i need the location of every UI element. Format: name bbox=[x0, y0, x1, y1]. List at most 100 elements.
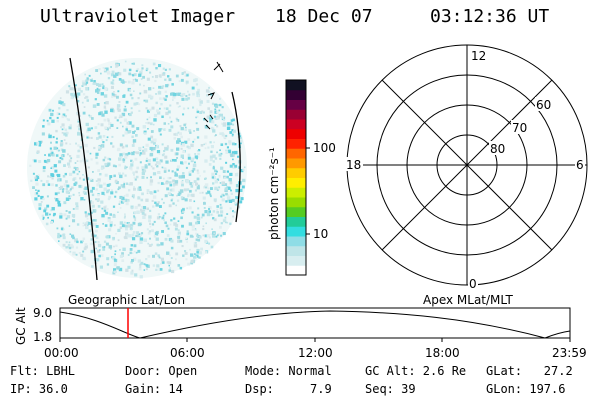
aurora-pixel bbox=[169, 267, 172, 270]
aurora-pixel bbox=[170, 219, 173, 222]
aurora-pixel bbox=[154, 232, 159, 236]
aurora-pixel bbox=[97, 243, 102, 248]
aurora-pixel bbox=[196, 150, 199, 152]
aurora-pixel bbox=[119, 207, 122, 209]
filter-value: Flt: LBHL bbox=[10, 364, 76, 378]
aurora-pixel bbox=[40, 201, 43, 203]
aurora-pixel bbox=[173, 183, 176, 186]
aurora-pixel bbox=[68, 159, 72, 163]
aurora-pixel bbox=[77, 92, 81, 96]
aurora-pixel bbox=[174, 173, 178, 177]
aurora-pixel bbox=[186, 188, 190, 191]
aurora-pixel bbox=[159, 176, 162, 179]
aurora-pixel bbox=[76, 167, 79, 171]
aurora-pixel bbox=[78, 194, 81, 197]
aurora-pixel bbox=[139, 275, 143, 279]
aurora-pixel bbox=[100, 200, 104, 204]
aurora-pixel bbox=[158, 244, 161, 247]
aurora-pixel bbox=[226, 213, 229, 215]
colorbar-band bbox=[286, 80, 306, 91]
aurora-pixel bbox=[230, 119, 234, 122]
aurora-pixel bbox=[176, 140, 180, 144]
aurora-pixel bbox=[104, 162, 107, 166]
aurora-pixel bbox=[197, 213, 200, 216]
aurora-pixel bbox=[112, 256, 116, 260]
aurora-pixel bbox=[184, 74, 187, 77]
aurora-pixel bbox=[123, 183, 125, 185]
aurora-pixel bbox=[223, 176, 226, 179]
aurora-pixel bbox=[38, 160, 42, 163]
aurora-pixel bbox=[143, 130, 147, 134]
aurora-pixel bbox=[143, 99, 146, 102]
aurora-pixel bbox=[42, 169, 46, 173]
aurora-pixel bbox=[112, 213, 116, 217]
aurora-pixel bbox=[211, 120, 215, 124]
aurora-pixel bbox=[42, 197, 45, 201]
aurora-pixel bbox=[132, 74, 135, 77]
aurora-pixel bbox=[205, 192, 208, 195]
aurora-pixel bbox=[110, 66, 112, 68]
aurora-pixel bbox=[171, 194, 174, 197]
aurora-pixel bbox=[82, 222, 85, 225]
colorbar-band bbox=[286, 89, 306, 100]
aurora-pixel bbox=[216, 208, 219, 211]
aurora-pixel bbox=[91, 78, 93, 81]
aurora-pixel bbox=[186, 145, 189, 148]
aurora-pixel bbox=[198, 235, 202, 239]
aurora-pixel bbox=[77, 87, 81, 91]
aurora-pixel bbox=[60, 140, 63, 143]
aurora-pixel bbox=[114, 190, 118, 194]
aurora-pixel bbox=[145, 268, 148, 271]
aurora-pixel bbox=[114, 72, 119, 77]
aurora-pixel bbox=[54, 197, 56, 200]
aurora-pixel bbox=[216, 111, 220, 114]
aurora-pixel bbox=[88, 114, 91, 117]
aurora-pixel bbox=[136, 127, 140, 131]
aurora-pixel bbox=[42, 183, 46, 187]
aurora-pixel bbox=[66, 215, 71, 219]
aurora-pixel bbox=[232, 165, 236, 169]
aurora-pixel bbox=[157, 244, 159, 247]
aurora-pixel bbox=[129, 93, 133, 97]
aurora-pixel bbox=[135, 79, 138, 82]
colorbar-band bbox=[286, 128, 306, 139]
aurora-pixel bbox=[134, 151, 137, 154]
aurora-pixel bbox=[114, 250, 117, 253]
aurora-pixel bbox=[163, 168, 167, 172]
aurora-pixel bbox=[214, 104, 219, 108]
aurora-pixel bbox=[148, 219, 151, 223]
aurora-pixel bbox=[131, 124, 135, 128]
aurora-pixel bbox=[95, 180, 98, 182]
aurora-pixel bbox=[177, 229, 180, 232]
aurora-pixel bbox=[37, 194, 40, 197]
aurora-pixel bbox=[161, 153, 165, 157]
aurora-pixel bbox=[101, 191, 105, 195]
aurora-pixel bbox=[56, 119, 59, 123]
aurora-pixel bbox=[143, 238, 147, 242]
aurora-pixel bbox=[197, 94, 200, 98]
aurora-pixel bbox=[187, 156, 191, 160]
aurora-pixel bbox=[117, 228, 121, 232]
aurora-pixel bbox=[184, 252, 188, 255]
aurora-pixel bbox=[235, 188, 239, 193]
aurora-pixel bbox=[61, 157, 64, 160]
aurora-pixel bbox=[139, 149, 142, 152]
aurora-pixel bbox=[97, 241, 100, 244]
aurora-pixel bbox=[230, 189, 232, 192]
aurora-pixel bbox=[158, 216, 161, 218]
aurora-pixel bbox=[130, 228, 132, 231]
aurora-pixel bbox=[72, 178, 75, 181]
aurora-pixel bbox=[176, 147, 180, 151]
aurora-pixel bbox=[178, 233, 181, 236]
aurora-pixel bbox=[63, 213, 67, 217]
aurora-pixel bbox=[120, 197, 123, 200]
aurora-pixel bbox=[67, 118, 70, 122]
aurora-pixel bbox=[86, 136, 89, 139]
aurora-pixel bbox=[212, 165, 215, 168]
aurora-pixel bbox=[112, 145, 115, 148]
aurora-pixel bbox=[190, 157, 194, 161]
aurora-pixel bbox=[74, 181, 78, 185]
aurora-pixel bbox=[235, 184, 240, 188]
aurora-pixel bbox=[162, 67, 165, 70]
aurora-pixel bbox=[125, 202, 129, 206]
